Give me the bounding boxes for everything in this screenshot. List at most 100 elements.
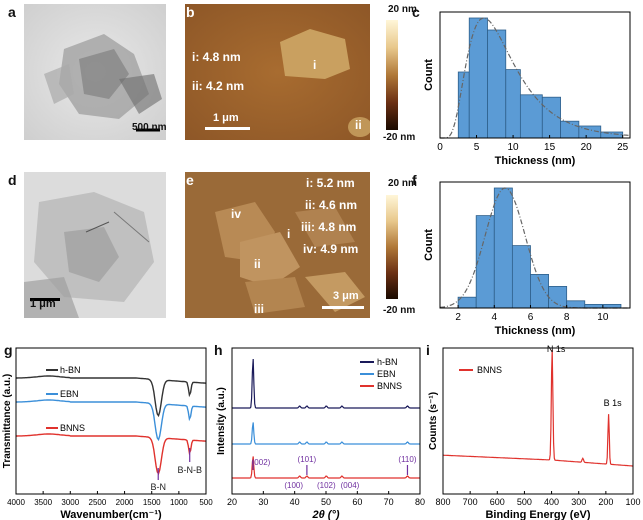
panel-d-scalebar-label: 1 μm bbox=[30, 298, 56, 310]
x-tick-label: 8 bbox=[564, 312, 570, 323]
peak-label: N 1s bbox=[547, 344, 566, 354]
panel-b-scalebar-label: 1 μm bbox=[213, 112, 239, 124]
panel-e-afm-image bbox=[185, 172, 370, 318]
panel-c-label: c bbox=[412, 4, 420, 20]
x-tick-label: 200 bbox=[598, 497, 613, 507]
panel-b-thickness-ii: ii: 4.2 nm bbox=[192, 79, 245, 93]
legend-label: h-BN bbox=[60, 365, 81, 375]
panel-a-label: a bbox=[8, 4, 16, 20]
ftir-line-h-bn bbox=[16, 375, 207, 418]
x-tick-label: 30 bbox=[258, 497, 268, 507]
x-tick-label: 4000 bbox=[7, 498, 25, 507]
legend-label: EBN bbox=[377, 369, 396, 379]
y-axis-label: Counts (s⁻¹) bbox=[428, 392, 439, 450]
panel-i-xps-chart: BNNS 800 700 600 500 400 300 200 100 Binding Ener… bbox=[428, 344, 641, 520]
y-axis-label: Count bbox=[423, 59, 435, 91]
histogram-bar bbox=[511, 245, 531, 309]
panel-b-colorbar bbox=[386, 20, 398, 130]
x-tick-label: 70 bbox=[384, 497, 394, 507]
x-axis-label: Thickness (nm) bbox=[495, 325, 576, 337]
x-tick-label: 500 bbox=[199, 498, 213, 507]
panel-b-label: b bbox=[186, 4, 195, 20]
legend-label: BNNS bbox=[377, 381, 402, 391]
x-tick-label: 6 bbox=[528, 312, 534, 323]
x-tick-label: 20 bbox=[227, 497, 237, 507]
x-tick-label: 10 bbox=[597, 312, 609, 323]
panel-e-colorbar bbox=[386, 195, 398, 299]
panel-g-label: g bbox=[4, 342, 13, 358]
x-tick-label: 3500 bbox=[34, 498, 52, 507]
x-tick-label: 60 bbox=[352, 497, 362, 507]
panel-b-afm-image bbox=[185, 4, 370, 140]
plot-frame bbox=[439, 181, 631, 309]
y-axis-label: Transmittance (a.u.) bbox=[2, 374, 13, 468]
peak-label: B 1s bbox=[604, 398, 623, 408]
panel-f-histogram: 2 4 6 8 10 Thickness (nm) Count bbox=[423, 181, 631, 337]
x-tick-label: 600 bbox=[490, 497, 505, 507]
x-tick-label: 2500 bbox=[89, 498, 107, 507]
panel-e-region-iv: iv bbox=[231, 207, 242, 221]
x-axis-label: Thickness (nm) bbox=[495, 155, 576, 167]
x-tick-label: 25 bbox=[617, 142, 629, 153]
panel-a-scalebar-label: 500 nm bbox=[132, 122, 167, 133]
panel-e-thickness-iv: iv: 4.9 nm bbox=[303, 242, 359, 256]
annotation-label: (002) bbox=[252, 458, 271, 467]
legend-label: BNNS bbox=[477, 365, 502, 375]
x-tick-label: 700 bbox=[463, 497, 478, 507]
panel-h-xrd-chart: h-BN EBN BNNS 20 30 40 50 60 70 80 2θ (°) Intensity… bbox=[216, 347, 425, 520]
annotation-label: B-N bbox=[150, 482, 166, 492]
panel-e-thickness-ii: ii: 4.6 nm bbox=[305, 198, 358, 212]
annotation-label: B-N-B bbox=[177, 465, 202, 475]
panel-c-histogram: 0 5 10 15 20 25 Thickness (nm) Count bbox=[423, 11, 631, 167]
x-tick-label: 2000 bbox=[116, 498, 134, 507]
x-axis-label: 2θ (°) bbox=[311, 509, 339, 520]
legend-label: h-BN bbox=[377, 357, 398, 367]
panel-e-region-i: i bbox=[287, 227, 291, 241]
panel-b-thickness-i: i: 4.8 nm bbox=[192, 50, 241, 64]
panel-e-label: e bbox=[186, 172, 194, 188]
panel-e-thickness-iii: iii: 4.8 nm bbox=[301, 220, 357, 234]
x-tick-label: 1500 bbox=[143, 498, 161, 507]
panel-f-label: f bbox=[412, 172, 417, 188]
panel-b-scalebar bbox=[205, 127, 250, 130]
x-tick-label: 3000 bbox=[61, 498, 79, 507]
panel-e-scalebar bbox=[322, 306, 364, 309]
x-tick-label: 400 bbox=[544, 497, 559, 507]
annotation-label: (102) bbox=[317, 481, 336, 490]
panel-b-region-ii: ii bbox=[355, 118, 362, 132]
x-axis-label: Binding Energy (eV) bbox=[485, 509, 590, 520]
panel-e-region-ii: ii bbox=[254, 257, 261, 271]
x-tick-label: 15 bbox=[544, 142, 556, 153]
histogram-bar bbox=[487, 29, 507, 139]
x-tick-label: 0 bbox=[437, 142, 443, 153]
histogram-bar bbox=[457, 71, 470, 139]
y-axis-label: Intensity (a.u.) bbox=[216, 387, 227, 455]
panel-e-scalebar-label: 3 μm bbox=[333, 290, 359, 302]
x-tick-label: 1000 bbox=[170, 498, 188, 507]
panel-d-label: d bbox=[8, 172, 17, 188]
x-tick-label: 500 bbox=[517, 497, 532, 507]
x-axis-label: Wavenumber(cm⁻¹) bbox=[60, 509, 162, 520]
panel-e-thickness-i: i: 5.2 nm bbox=[306, 176, 355, 190]
legend-label: BNNS bbox=[60, 423, 85, 433]
panel-d-scalebar bbox=[30, 298, 60, 301]
histogram-bar bbox=[530, 274, 549, 309]
xps-line-bnns bbox=[443, 349, 633, 467]
x-tick-label: 300 bbox=[571, 497, 586, 507]
panel-a-tem-image bbox=[24, 4, 166, 140]
panel-e-colorbar-bottom: -20 nm bbox=[383, 305, 416, 316]
panel-h-label: h bbox=[214, 342, 223, 358]
x-tick-label: 100 bbox=[625, 497, 640, 507]
plot-frame bbox=[442, 347, 634, 495]
fit-curve bbox=[439, 187, 630, 309]
x-tick-label: 4 bbox=[492, 312, 498, 323]
x-tick-label: 800 bbox=[435, 497, 450, 507]
y-axis-label: Count bbox=[423, 229, 435, 261]
panel-g-ftir-chart: h-BN EBN BNNS 4000 3500 3000 2500 2000 1500 1000 5… bbox=[2, 347, 213, 520]
panel-b-colorbar-bottom: -20 nm bbox=[383, 132, 416, 143]
panel-d-tem-image bbox=[24, 172, 166, 318]
ftir-line-bnns bbox=[16, 433, 207, 476]
histogram-bar bbox=[566, 300, 586, 309]
histogram-bar bbox=[475, 215, 495, 309]
panel-b-colorbar-top: 20 nm bbox=[388, 4, 417, 15]
